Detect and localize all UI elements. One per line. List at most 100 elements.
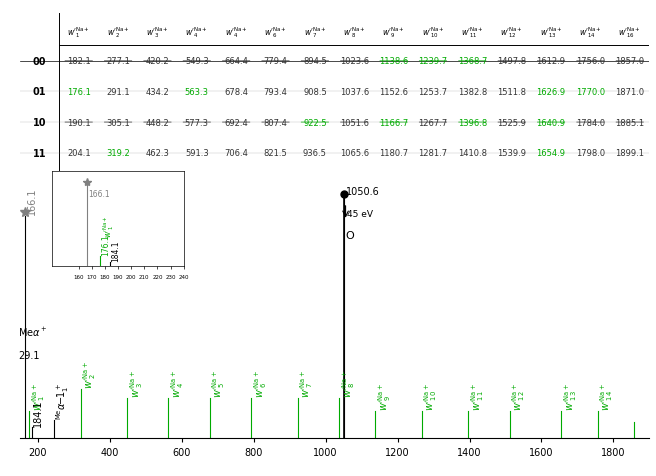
- Text: 1239.7: 1239.7: [419, 57, 447, 66]
- Text: 1023.6: 1023.6: [340, 57, 369, 66]
- Text: 176.1: 176.1: [101, 234, 110, 256]
- Text: $w'_{1}^{\rm Na+}$: $w'_{1}^{\rm Na+}$: [30, 382, 47, 410]
- Text: 1267.7: 1267.7: [419, 119, 447, 127]
- Text: 1497.8: 1497.8: [497, 57, 526, 66]
- Text: 1654.9: 1654.9: [537, 149, 565, 158]
- Text: 1138.6: 1138.6: [379, 57, 408, 66]
- Text: $w'_1^{\rm Na+}$: $w'_1^{\rm Na+}$: [101, 215, 116, 238]
- Text: 1382.8: 1382.8: [458, 88, 487, 97]
- Text: 1253.7: 1253.7: [419, 88, 447, 97]
- Text: 277.1: 277.1: [106, 57, 130, 66]
- Text: $^{\rm Me}\alpha\!\!-\!\!1_1^+$: $^{\rm Me}\alpha\!\!-\!\!1_1^+$: [54, 382, 71, 419]
- Text: 305.1: 305.1: [106, 119, 130, 127]
- Text: $w'_8^{\rm Na+}$: $w'_8^{\rm Na+}$: [343, 25, 365, 40]
- Text: $w'_1^{\rm Na+}$: $w'_1^{\rm Na+}$: [68, 25, 90, 40]
- Text: Me$\alpha^+$: Me$\alpha^+$: [18, 325, 47, 338]
- Text: 1396.8: 1396.8: [458, 119, 487, 127]
- Text: $w'_{12}^{\rm Na+}$: $w'_{12}^{\rm Na+}$: [510, 382, 527, 410]
- Text: 1626.9: 1626.9: [537, 88, 565, 97]
- Text: $w'_7^{\rm Na+}$: $w'_7^{\rm Na+}$: [304, 25, 326, 40]
- Text: 29.1: 29.1: [18, 350, 39, 360]
- Text: $w'_{14}^{\rm Na+}$: $w'_{14}^{\rm Na+}$: [598, 382, 615, 410]
- Text: 01: 01: [33, 87, 46, 97]
- Text: 182.1: 182.1: [67, 57, 91, 66]
- Text: $w'_9^{\rm Na+}$: $w'_9^{\rm Na+}$: [382, 25, 405, 40]
- Text: 821.5: 821.5: [264, 149, 287, 158]
- Text: 908.5: 908.5: [303, 88, 327, 97]
- Text: 291.1: 291.1: [106, 88, 130, 97]
- Text: $w'_{13}^{\rm Na+}$: $w'_{13}^{\rm Na+}$: [540, 25, 562, 40]
- Text: 420.2: 420.2: [146, 57, 169, 66]
- Text: $w'_{4}^{\rm Na+}$: $w'_{4}^{\rm Na+}$: [169, 369, 186, 397]
- Text: $w'_{7}^{\rm Na+}$: $w'_{7}^{\rm Na+}$: [298, 369, 315, 397]
- Text: 00: 00: [33, 57, 46, 67]
- Text: $w'_4^{\rm Na+}$: $w'_4^{\rm Na+}$: [225, 25, 247, 40]
- Text: 462.3: 462.3: [146, 149, 169, 158]
- Text: 166.1: 166.1: [26, 187, 37, 215]
- Text: 1152.6: 1152.6: [379, 88, 408, 97]
- Text: 1525.9: 1525.9: [497, 119, 526, 127]
- Text: 591.3: 591.3: [185, 149, 209, 158]
- Text: $w'_2^{\rm Na+}$: $w'_2^{\rm Na+}$: [107, 25, 129, 40]
- Text: $w'_{14}^{\rm Na+}$: $w'_{14}^{\rm Na+}$: [579, 25, 602, 40]
- Text: 1770.0: 1770.0: [576, 88, 605, 97]
- Text: $w'_{9}^{\rm Na+}$: $w'_{9}^{\rm Na+}$: [376, 382, 393, 410]
- Text: 1180.7: 1180.7: [379, 149, 408, 158]
- Text: 664.4: 664.4: [224, 57, 248, 66]
- Text: 1410.8: 1410.8: [458, 149, 487, 158]
- Text: 1885.1: 1885.1: [615, 119, 644, 127]
- Text: $w'_{11}^{\rm Na+}$: $w'_{11}^{\rm Na+}$: [469, 382, 486, 410]
- Text: 793.4: 793.4: [264, 88, 287, 97]
- Text: 319.2: 319.2: [106, 149, 130, 158]
- Text: 176.1: 176.1: [67, 88, 91, 97]
- Text: 1037.6: 1037.6: [340, 88, 369, 97]
- Text: 1784.0: 1784.0: [576, 119, 605, 127]
- Text: 894.5: 894.5: [303, 57, 327, 66]
- Text: $w'_4^{\rm Na+}$: $w'_4^{\rm Na+}$: [186, 25, 208, 40]
- Text: 577.3: 577.3: [185, 119, 209, 127]
- Text: 563.3: 563.3: [185, 88, 209, 97]
- Text: 678.4: 678.4: [224, 88, 248, 97]
- Text: 779.4: 779.4: [264, 57, 287, 66]
- Text: 1511.8: 1511.8: [497, 88, 526, 97]
- Text: 1166.7: 1166.7: [379, 119, 408, 127]
- Text: 204.1: 204.1: [67, 149, 91, 158]
- Text: 11: 11: [33, 149, 46, 159]
- Text: 1640.9: 1640.9: [537, 119, 565, 127]
- Text: 434.2: 434.2: [146, 88, 169, 97]
- Text: 936.5: 936.5: [303, 149, 327, 158]
- Text: $w'_{10}^{\rm Na+}$: $w'_{10}^{\rm Na+}$: [422, 25, 444, 40]
- Text: 10: 10: [33, 118, 46, 128]
- Text: 1612.9: 1612.9: [537, 57, 565, 66]
- Text: $w'_{16}^{\rm Na+}$: $w'_{16}^{\rm Na+}$: [619, 25, 641, 40]
- Text: $w'_{5}^{\rm Na+}$: $w'_{5}^{\rm Na+}$: [211, 369, 228, 397]
- Text: 922.5: 922.5: [303, 119, 327, 127]
- Text: $w'_6^{\rm Na+}$: $w'_6^{\rm Na+}$: [264, 25, 287, 40]
- Text: 1539.9: 1539.9: [497, 149, 526, 158]
- Text: 45 eV: 45 eV: [346, 210, 373, 219]
- Text: 1065.6: 1065.6: [340, 149, 369, 158]
- Text: 1051.6: 1051.6: [340, 119, 369, 127]
- Text: 1857.0: 1857.0: [615, 57, 644, 66]
- Text: 1899.1: 1899.1: [615, 149, 644, 158]
- Text: 448.2: 448.2: [146, 119, 169, 127]
- Text: $w'_3^{\rm Na+}$: $w'_3^{\rm Na+}$: [146, 25, 169, 40]
- Text: 184.1: 184.1: [112, 240, 121, 262]
- Text: 706.4: 706.4: [224, 149, 248, 158]
- Text: O: O: [346, 231, 354, 241]
- Text: 1798.0: 1798.0: [576, 149, 605, 158]
- Text: $w'_{3}^{\rm Na+}$: $w'_{3}^{\rm Na+}$: [128, 369, 144, 397]
- Text: $w'_{8}^{\rm Na+}$: $w'_{8}^{\rm Na+}$: [340, 369, 357, 397]
- Text: 1368.7: 1368.7: [458, 57, 487, 66]
- Text: 807.4: 807.4: [264, 119, 287, 127]
- Text: 1281.7: 1281.7: [419, 149, 447, 158]
- Text: 692.4: 692.4: [224, 119, 248, 127]
- Text: $w'_{11}^{\rm Na+}$: $w'_{11}^{\rm Na+}$: [461, 25, 483, 40]
- Text: 184.1: 184.1: [33, 398, 43, 426]
- Text: $w'_{6}^{\rm Na+}$: $w'_{6}^{\rm Na+}$: [252, 369, 269, 397]
- Text: $w'_{13}^{\rm Na+}$: $w'_{13}^{\rm Na+}$: [562, 382, 579, 410]
- Text: 549.3: 549.3: [185, 57, 209, 66]
- Text: $w'_{2}^{\rm Na+}$: $w'_{2}^{\rm Na+}$: [81, 360, 98, 388]
- Text: 166.1: 166.1: [88, 189, 110, 198]
- Text: 1756.0: 1756.0: [576, 57, 605, 66]
